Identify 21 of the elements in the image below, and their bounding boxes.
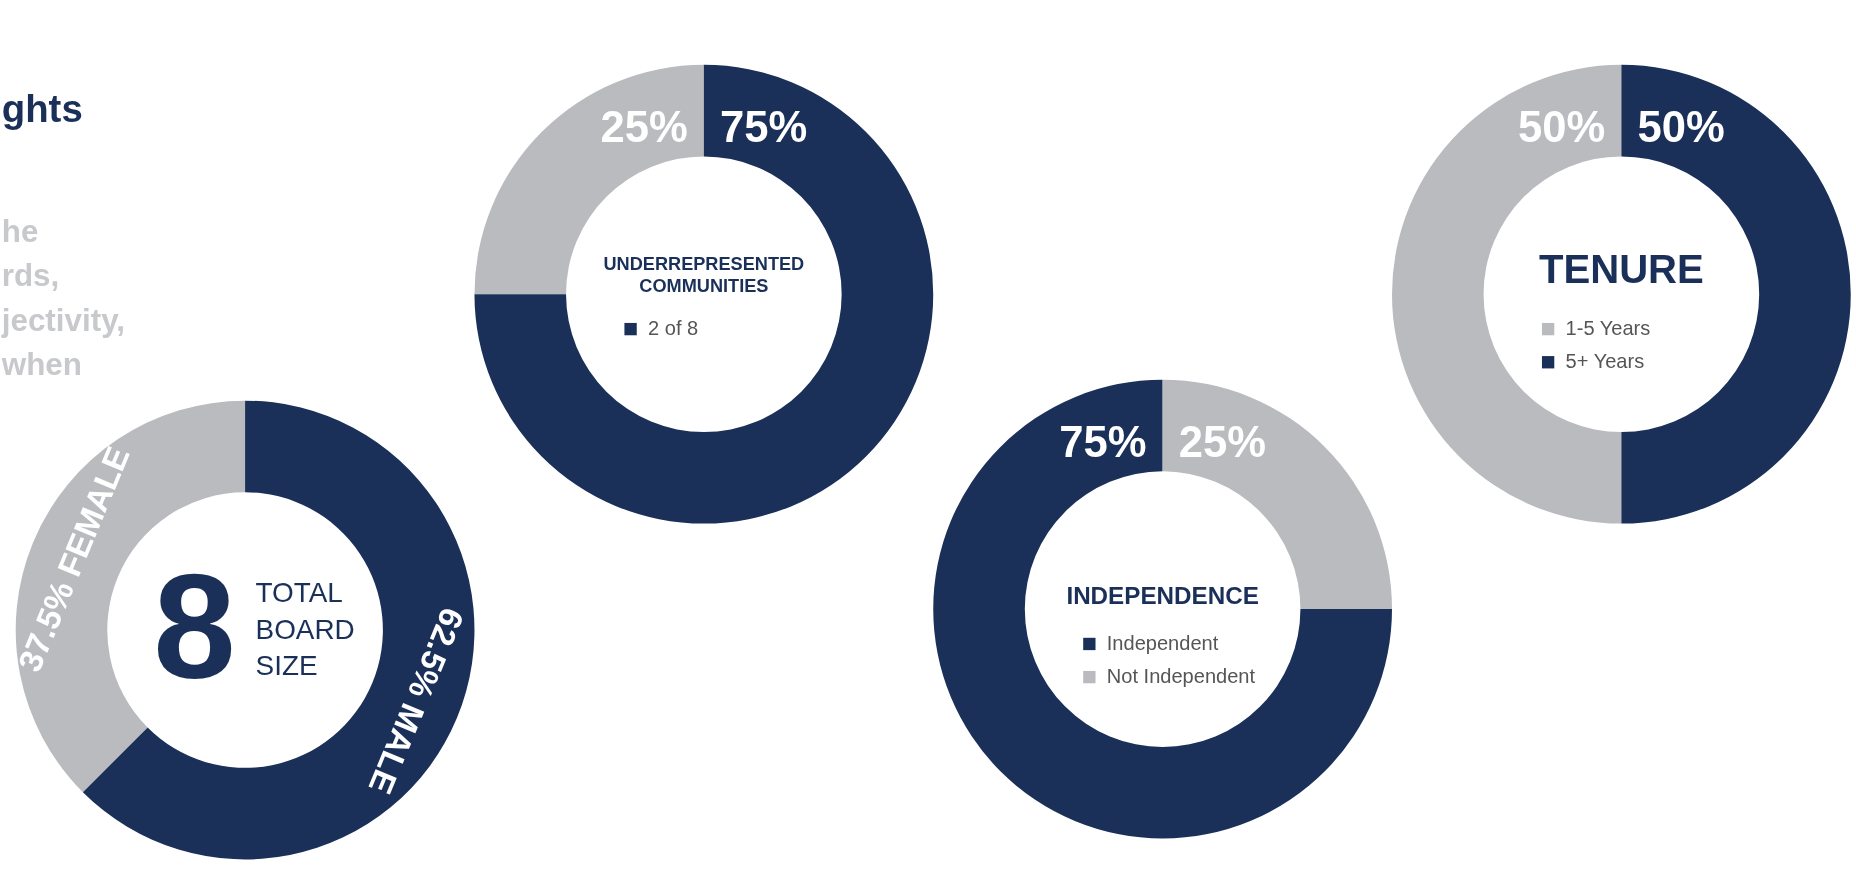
text: TENURE (1538, 246, 1704, 292)
data-label: 50% (1517, 103, 1606, 152)
text: UNDERREPRESENTED COMMUNITIES (603, 253, 805, 296)
data-label: 50% (1637, 103, 1725, 152)
text: TOTAL BOARD SIZE (255, 577, 355, 682)
data-label: 75% (719, 103, 808, 152)
text: 8 (153, 543, 236, 709)
donut-slice (474, 64, 934, 524)
data-label: 75% (1059, 418, 1147, 467)
legend-label: 5+ Years (1565, 350, 1645, 373)
data-label: 25% (1178, 418, 1267, 467)
slice-label: 62.5% MALE (361, 602, 472, 800)
donut-slice (15, 400, 246, 793)
legend-label: Not Independent (1106, 665, 1256, 688)
legend-label: Independent (1106, 632, 1219, 655)
legend-label: 1-5 Years (1565, 317, 1651, 340)
text: INDEPENDENCE (1066, 582, 1259, 610)
donut-slice (933, 379, 1392, 839)
data-label: 25% (600, 103, 688, 152)
legend-label: 2 of 8 (648, 317, 699, 340)
text: ghts (1, 87, 83, 131)
